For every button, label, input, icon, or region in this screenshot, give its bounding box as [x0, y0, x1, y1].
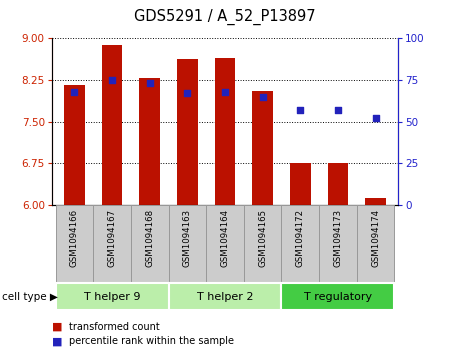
Text: cell type ▶: cell type ▶	[2, 292, 58, 302]
Text: GSM1094174: GSM1094174	[371, 209, 380, 267]
Text: GSM1094163: GSM1094163	[183, 209, 192, 267]
Text: GSM1094173: GSM1094173	[333, 209, 342, 267]
Text: transformed count: transformed count	[69, 322, 160, 332]
Bar	[168, 283, 282, 310]
Text: GSM1094172: GSM1094172	[296, 209, 305, 267]
Bar	[55, 283, 168, 310]
Bar	[102, 45, 122, 205]
Bar	[177, 59, 198, 205]
Text: GSM1094168: GSM1094168	[145, 209, 154, 267]
Bar	[328, 163, 348, 205]
Point	[297, 107, 304, 113]
Bar	[55, 205, 93, 283]
Bar	[206, 205, 244, 283]
Point	[372, 115, 379, 121]
Text: GSM1094167: GSM1094167	[108, 209, 117, 267]
Bar	[131, 205, 168, 283]
Bar	[93, 205, 131, 283]
Bar	[282, 205, 319, 283]
Text: GSM1094166: GSM1094166	[70, 209, 79, 267]
Point	[221, 89, 229, 94]
Text: T helper 9: T helper 9	[84, 292, 140, 302]
Text: GSM1094165: GSM1094165	[258, 209, 267, 267]
Bar	[244, 205, 282, 283]
Text: GSM1094164: GSM1094164	[220, 209, 230, 267]
Bar	[64, 85, 85, 205]
Bar	[168, 205, 206, 283]
Bar	[282, 283, 395, 310]
Bar	[319, 205, 357, 283]
Point	[184, 90, 191, 96]
Text: percentile rank within the sample: percentile rank within the sample	[69, 336, 234, 346]
Bar	[252, 91, 273, 205]
Point	[108, 77, 116, 83]
Point	[259, 94, 266, 99]
Point	[146, 80, 153, 86]
Text: ■: ■	[52, 336, 62, 346]
Bar	[215, 58, 235, 205]
Bar	[290, 163, 310, 205]
Point	[334, 107, 342, 113]
Text: T helper 2: T helper 2	[197, 292, 253, 302]
Bar	[357, 205, 395, 283]
Text: ■: ■	[52, 322, 62, 332]
Bar	[365, 199, 386, 205]
Text: T regulatory: T regulatory	[304, 292, 372, 302]
Bar	[140, 78, 160, 205]
Text: GDS5291 / A_52_P13897: GDS5291 / A_52_P13897	[134, 9, 316, 25]
Point	[71, 89, 78, 94]
